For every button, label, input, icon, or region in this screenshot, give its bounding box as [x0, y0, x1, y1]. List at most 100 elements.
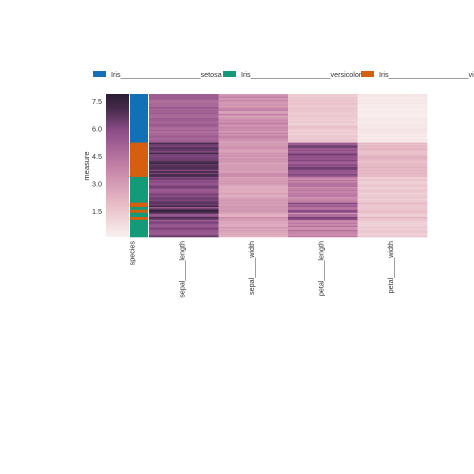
heatmap-cell — [288, 145, 358, 148]
heatmap-cell — [218, 146, 289, 149]
heatmap-cell — [288, 206, 358, 209]
heatmap-cell — [288, 189, 358, 192]
colorbar-tick-label: 3.0 — [92, 179, 102, 188]
heatmap-cell — [357, 119, 428, 122]
heatmap-cell — [357, 194, 428, 196]
heatmap-cell — [218, 198, 289, 201]
heatmap-cell — [218, 201, 289, 203]
heatmap-cell — [288, 202, 358, 205]
heatmap-cell — [218, 174, 289, 176]
heatmap-cell — [149, 171, 219, 173]
heatmap-cell — [357, 205, 428, 208]
heatmap-cell — [357, 214, 428, 216]
heatmap-cell — [288, 95, 358, 98]
heatmap-cell — [149, 175, 219, 178]
heatmap-cell — [357, 141, 428, 143]
heatmap-cell — [149, 106, 219, 109]
heatmap-cell — [357, 158, 428, 161]
heatmap-cell — [288, 146, 358, 149]
heatmap-cell — [357, 175, 428, 178]
heatmap-cell — [357, 101, 428, 103]
heatmap-cell — [288, 105, 358, 108]
heatmap-cell — [218, 118, 289, 121]
heatmap-cell — [288, 106, 358, 109]
heatmap-cell — [218, 159, 289, 162]
heatmap-cell — [149, 128, 219, 131]
heatmap-cell — [357, 168, 428, 171]
heatmap-cell — [357, 188, 428, 191]
heatmap-cell — [288, 98, 358, 101]
column-label-4: petal_____width — [386, 241, 395, 293]
heatmap-cell — [288, 232, 358, 235]
heatmap-cell — [288, 221, 358, 223]
heatmap-cell — [218, 142, 289, 145]
heatmap-cell — [149, 215, 219, 218]
heatmap-cell — [149, 186, 219, 189]
heatmap-cell — [218, 155, 289, 158]
species-block-versicolor — [130, 206, 148, 211]
heatmap-cell — [357, 216, 428, 219]
heatmap-cell — [218, 95, 289, 98]
heatmap-cell — [288, 195, 358, 198]
heatmap-cell — [149, 168, 219, 171]
heatmap-cell — [149, 166, 219, 169]
heatmap-cell — [357, 199, 428, 202]
heatmap-cell — [357, 148, 428, 151]
heatmap-cell — [288, 118, 358, 121]
heatmap-cell — [288, 214, 358, 216]
heatmap-cell — [149, 209, 219, 212]
heatmap-cell — [288, 154, 358, 156]
heatmap-cell — [218, 125, 289, 128]
heatmap-cell — [288, 114, 358, 116]
heatmap-cell — [218, 121, 289, 123]
heatmap-cell — [357, 191, 428, 193]
heatmap-cell — [288, 196, 358, 199]
heatmap-cell — [218, 112, 289, 115]
column-label-0: species — [128, 241, 137, 266]
heatmap-cell — [218, 196, 289, 199]
heatmap-cell — [149, 191, 219, 193]
heatmap-cell — [357, 136, 428, 139]
heatmap-cell — [149, 118, 219, 121]
heatmap-cell — [288, 161, 358, 163]
heatmap-cell — [357, 156, 428, 159]
heatmap-cell — [288, 165, 358, 168]
heatmap-cell — [357, 229, 428, 232]
heatmap-cell — [288, 136, 358, 139]
heatmap-cell — [357, 159, 428, 162]
heatmap-cell — [288, 222, 358, 225]
species-block-setosa — [130, 94, 148, 143]
heatmap-cell — [357, 179, 428, 182]
heatmap-cell — [218, 234, 289, 236]
heatmap-cell — [357, 169, 428, 172]
heatmap-cell — [218, 139, 289, 142]
heatmap-cell — [357, 135, 428, 138]
heatmap-cell — [357, 171, 428, 173]
heatmap-cell — [357, 109, 428, 112]
heatmap-cell — [288, 204, 358, 206]
heatmap-cell — [357, 138, 428, 141]
heatmap-cell — [288, 132, 358, 135]
heatmap-cell — [218, 216, 289, 219]
heatmap-cell — [357, 174, 428, 176]
heatmap-cell — [149, 155, 219, 158]
heatmap-cell — [149, 181, 219, 183]
heatmap-cell — [149, 226, 219, 229]
legend-swatch-virginica — [361, 71, 374, 77]
heatmap-cell — [288, 228, 358, 231]
heatmap-cell — [218, 191, 289, 193]
heatmap-cell — [357, 121, 428, 123]
heatmap-cell — [149, 222, 219, 225]
heatmap-cell — [357, 118, 428, 121]
heatmap-cell — [218, 151, 289, 153]
heatmap-cell — [288, 124, 358, 126]
heatmap-cell — [218, 225, 289, 228]
heatmap-cell — [218, 156, 289, 159]
heatmap-cell — [288, 119, 358, 122]
heatmap-cell — [218, 145, 289, 148]
legend-swatch-setosa — [93, 71, 106, 77]
heatmap-cell — [357, 192, 428, 195]
heatmap-cell — [357, 218, 428, 221]
heatmap-cell — [357, 125, 428, 128]
